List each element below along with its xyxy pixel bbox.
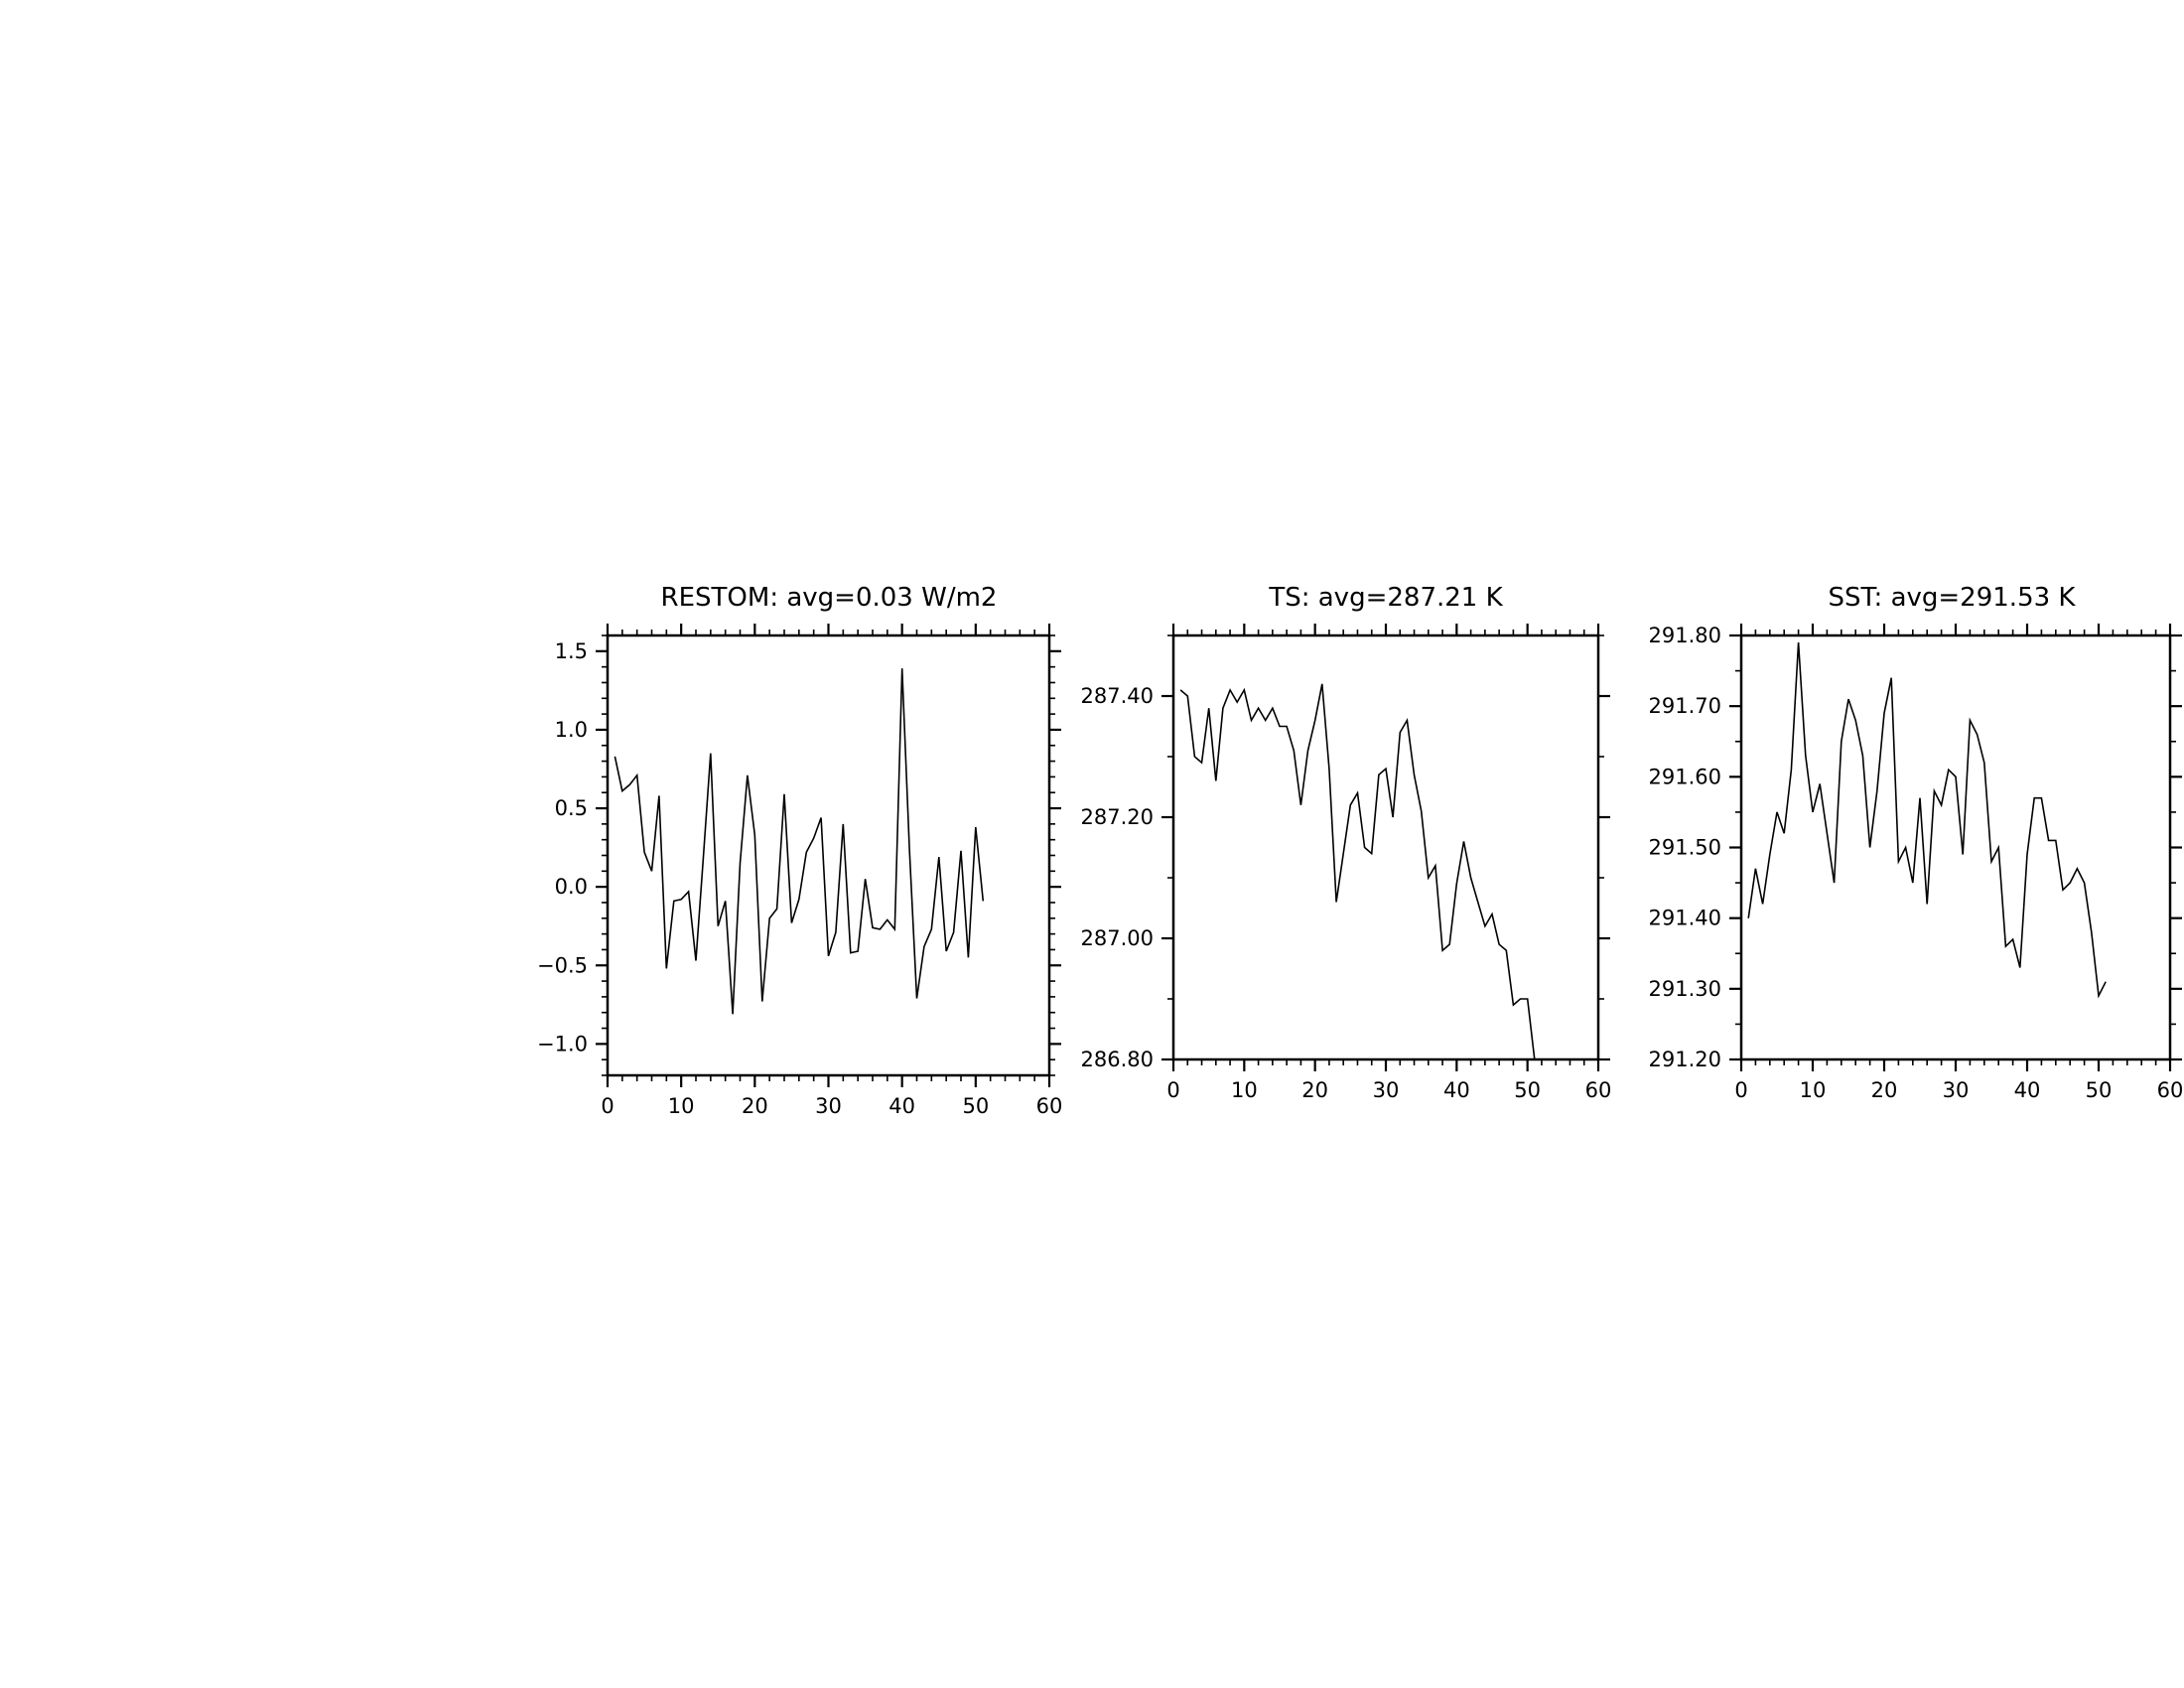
plot-title-restom: RESTOM: avg=0.03 W/m2 — [661, 583, 998, 613]
y-tick-label-ts: 287.40 — [1081, 684, 1154, 708]
y-tick-label-sst: 291.60 — [1649, 765, 1721, 788]
y-tick-label-restom: 1.0 — [555, 718, 588, 742]
x-tick-labels-sst: 0 10 20 30 40 50 60 — [1734, 1078, 2183, 1102]
y-tick-label-restom: −0.5 — [537, 953, 588, 977]
x-tick-label-restom: 50 — [962, 1094, 989, 1118]
plot-frame-ts — [1171, 633, 1600, 1061]
x-tick-label-restom: 0 — [601, 1094, 614, 1118]
x-tick-label-sst: 20 — [1871, 1078, 1898, 1102]
x-tick-label-restom: 30 — [815, 1094, 842, 1118]
y-tick-labels-ts: 286.80 287.00 287.20 287.40 — [1081, 684, 1154, 1071]
series-line-ts — [1179, 683, 1536, 1060]
x-tick-label-restom: 20 — [742, 1094, 768, 1118]
x-tick-labels-restom: 0 10 20 30 40 50 60 — [601, 1094, 1062, 1118]
x-tick-label-sst: 10 — [1800, 1078, 1827, 1102]
y-tick-label-sst: 291.80 — [1649, 624, 1721, 647]
y-tick-label-ts: 287.20 — [1081, 805, 1154, 829]
y-tick-label-sst: 291.70 — [1649, 694, 1721, 718]
x-tick-label-ts: 0 — [1166, 1078, 1179, 1102]
plot-title-sst: SST: avg=291.53 K — [1829, 583, 2077, 613]
panel-ts: TS: avg=287.21 K 0 10 20 30 40 50 60 286.80 287… — [1081, 583, 1612, 1102]
x-tick-label-sst: 40 — [2014, 1078, 2041, 1102]
plot-frame-sst — [1739, 633, 2172, 1061]
y-tick-label-sst: 291.30 — [1649, 977, 1721, 1001]
y-tick-labels-sst: 291.20 291.30 291.40 291.50 291.60 291.70 291.… — [1649, 624, 1721, 1071]
plot-title-ts: TS: avg=287.21 K — [1268, 583, 1503, 613]
y-tick-label-sst: 291.50 — [1649, 836, 1721, 860]
series-line-sst — [1747, 642, 2107, 999]
y-tick-label-ts: 286.80 — [1081, 1048, 1154, 1071]
x-tick-label-sst: 0 — [1734, 1078, 1747, 1102]
x-tick-label-ts: 20 — [1301, 1078, 1328, 1102]
axis-ticks-ts — [1161, 624, 1610, 1071]
y-tick-label-restom: −1.0 — [537, 1032, 588, 1055]
y-tick-label-restom: 0.0 — [555, 875, 588, 899]
x-tick-label-restom: 40 — [888, 1094, 915, 1118]
panel-restom: RESTOM: avg=0.03 W/m2 0 10 20 30 40 50 60 −1.0… — [537, 583, 1062, 1118]
x-tick-label-restom: 60 — [1036, 1094, 1063, 1118]
y-tick-label-ts: 287.00 — [1081, 926, 1154, 950]
y-tick-label-sst: 291.40 — [1649, 907, 1721, 930]
plot-frame-restom — [606, 633, 1051, 1077]
panel-sst: SST: avg=291.53 K 0 10 20 30 40 50 60 291.2029… — [1649, 583, 2184, 1102]
x-tick-label-ts: 10 — [1231, 1078, 1258, 1102]
x-tick-label-ts: 30 — [1373, 1078, 1400, 1102]
y-tick-label-restom: 0.5 — [555, 796, 588, 820]
x-tick-label-sst: 30 — [1943, 1078, 1970, 1102]
x-tick-label-ts: 50 — [1514, 1078, 1541, 1102]
y-tick-labels-restom: −1.0 −0.5 0.0 0.5 1.0 1.5 — [537, 639, 588, 1056]
x-tick-label-ts: 40 — [1443, 1078, 1470, 1102]
y-tick-label-restom: 1.5 — [555, 639, 588, 663]
series-line-restom — [614, 668, 985, 1015]
x-tick-label-ts: 60 — [1585, 1078, 1612, 1102]
x-tick-label-restom: 10 — [668, 1094, 695, 1118]
x-tick-labels-ts: 0 10 20 30 40 50 60 — [1166, 1078, 1611, 1102]
x-tick-label-sst: 50 — [2086, 1078, 2113, 1102]
x-tick-label-sst: 60 — [2157, 1078, 2184, 1102]
axis-ticks-sst — [1729, 624, 2182, 1071]
axis-ticks-restom — [596, 624, 1061, 1087]
y-tick-label-sst: 291.20 — [1649, 1048, 1721, 1071]
